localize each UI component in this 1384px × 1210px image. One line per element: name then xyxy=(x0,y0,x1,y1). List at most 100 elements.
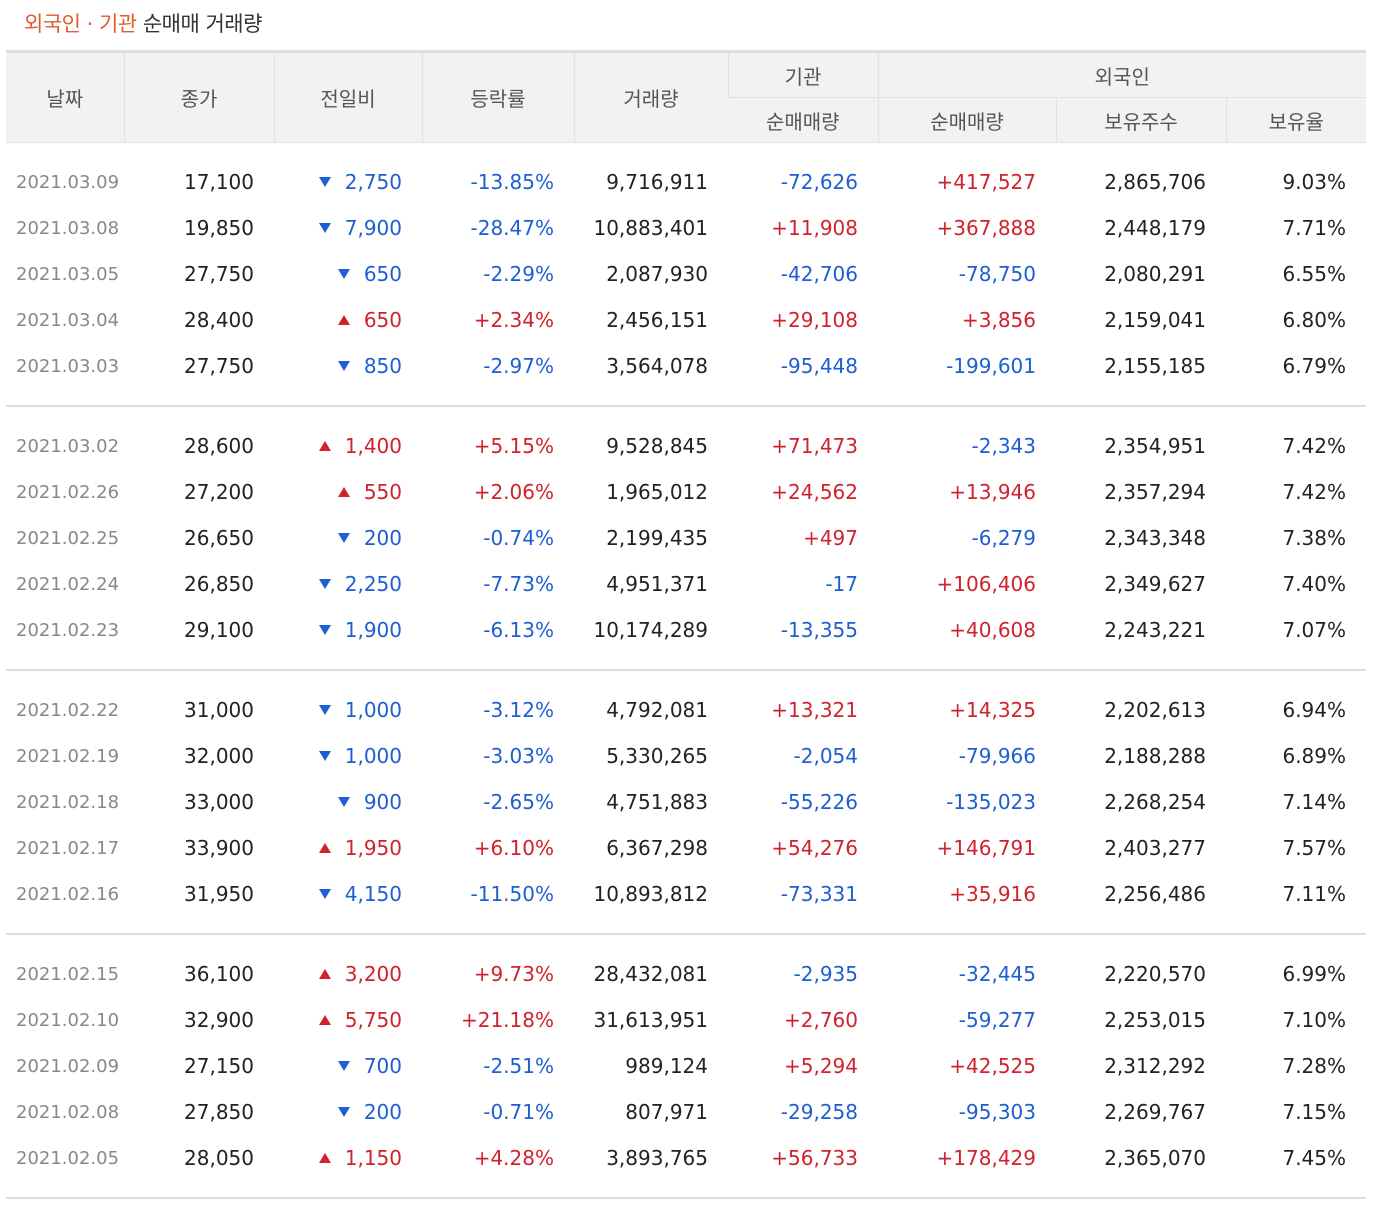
holdings-cell: 2,865,706 xyxy=(1104,170,1206,194)
rate-cell: -2.97% xyxy=(483,354,554,378)
holdings-cell: 2,343,348 xyxy=(1104,526,1206,550)
inst-net-cell: -29,258 xyxy=(780,1100,858,1124)
foreign-net-cell: +178,429 xyxy=(936,1146,1036,1170)
volume-cell: 10,893,812 xyxy=(593,882,708,906)
ratio-cell: 6.55% xyxy=(1282,262,1347,286)
row-spacer xyxy=(6,934,1366,951)
date-cell: 2021.03.03 xyxy=(16,355,120,377)
rate-cell: +4.28% xyxy=(473,1146,554,1170)
down-triangle-icon xyxy=(337,1107,350,1117)
date-cell: 2021.02.09 xyxy=(16,1055,120,1077)
rate-cell: +2.34% xyxy=(473,308,554,332)
foreign-net-cell: -32,445 xyxy=(958,962,1036,986)
ratio-cell: 7.45% xyxy=(1282,1146,1347,1170)
close-cell: 19,850 xyxy=(184,216,254,240)
ratio-cell: 7.57% xyxy=(1282,836,1347,860)
foreign-net-cell: +40,608 xyxy=(949,618,1036,642)
ratio-cell: 7.10% xyxy=(1282,1008,1347,1032)
table-row: 2021.02.22 31,000 1,000 -3.12% 4,792,081 +13,… xyxy=(6,687,1366,733)
foreign-net-cell: +42,525 xyxy=(949,1054,1036,1078)
volume-cell: 9,716,911 xyxy=(606,170,708,194)
date-cell: 2021.02.19 xyxy=(16,745,120,767)
change-value: 200 xyxy=(363,1100,402,1124)
row-spacer xyxy=(6,653,1367,671)
date-cell: 2021.02.23 xyxy=(16,619,120,641)
inst-net-cell: +24,562 xyxy=(771,480,858,504)
close-cell: 31,000 xyxy=(184,698,254,722)
ratio-cell: 6.99% xyxy=(1282,962,1347,986)
foreign-net-cell: -79,966 xyxy=(958,744,1036,768)
close-cell: 17,100 xyxy=(184,170,254,194)
date-cell: 2021.02.05 xyxy=(16,1147,120,1169)
ratio-cell: 9.03% xyxy=(1282,170,1347,194)
inst-net-cell: +71,473 xyxy=(771,434,858,458)
holdings-cell: 2,448,179 xyxy=(1104,216,1206,240)
close-cell: 32,000 xyxy=(184,744,254,768)
table-row: 2021.02.09 27,150 700 -2.51% 989,124 +5,294 +4… xyxy=(6,1043,1366,1089)
rate-cell: -2.65% xyxy=(483,790,554,814)
holdings-cell: 2,220,570 xyxy=(1104,962,1206,986)
rate-cell: -3.12% xyxy=(483,698,554,722)
down-triangle-icon xyxy=(318,625,331,635)
holdings-cell: 2,349,627 xyxy=(1104,572,1206,596)
table-header: 날짜 종가 전일비 등락률 거래량 기관 외국인 순매매량 순매매량 보유주수 … xyxy=(6,49,1367,143)
up-triangle-icon xyxy=(318,441,331,451)
holdings-cell: 2,268,254 xyxy=(1104,790,1206,814)
holdings-cell: 2,159,041 xyxy=(1104,308,1206,332)
foreign-net-cell: -2,343 xyxy=(971,434,1036,458)
change-cell: 650 xyxy=(274,297,422,343)
volume-cell: 807,971 xyxy=(625,1100,708,1124)
inst-net-cell: -73,331 xyxy=(780,882,858,906)
holdings-cell: 2,312,292 xyxy=(1104,1054,1206,1078)
foreign-net-cell: -135,023 xyxy=(946,790,1036,814)
foreign-net-cell: +367,888 xyxy=(936,216,1036,240)
change-value: 1,150 xyxy=(344,1146,402,1170)
change-cell: 1,900 xyxy=(274,607,422,653)
foreign-net-cell: +13,946 xyxy=(949,480,1036,504)
change-cell: 1,950 xyxy=(274,825,422,871)
change-value: 650 xyxy=(363,262,402,286)
change-value: 1,000 xyxy=(344,744,402,768)
date-cell: 2021.02.16 xyxy=(16,883,120,905)
title-highlight: 외국인 · 기관 xyxy=(24,12,137,36)
rate-cell: -0.74% xyxy=(483,526,554,550)
change-cell: 200 xyxy=(274,1089,422,1135)
down-triangle-icon xyxy=(318,579,331,589)
holdings-cell: 2,202,613 xyxy=(1104,698,1206,722)
change-value: 1,950 xyxy=(344,836,402,860)
rate-cell: +21.18% xyxy=(460,1008,554,1032)
header-date: 날짜 xyxy=(6,50,124,143)
title-rest: 순매매 거래량 xyxy=(142,12,263,36)
table-row: 2021.02.25 26,650 200 -0.74% 2,199,435 +497 -6… xyxy=(6,515,1366,561)
trading-table: 날짜 종가 전일비 등락률 거래량 기관 외국인 순매매량 순매매량 보유주수 … xyxy=(6,49,1367,1199)
foreign-net-cell: -6,279 xyxy=(971,526,1036,550)
change-cell: 200 xyxy=(274,515,422,561)
change-value: 900 xyxy=(363,790,402,814)
date-cell: 2021.02.22 xyxy=(16,699,120,721)
up-triangle-icon xyxy=(318,1015,331,1025)
inst-net-cell: -2,054 xyxy=(793,744,858,768)
volume-cell: 2,087,930 xyxy=(606,262,708,286)
up-triangle-icon xyxy=(337,487,350,497)
date-cell: 2021.03.02 xyxy=(16,435,120,457)
date-cell: 2021.03.08 xyxy=(16,217,120,239)
holdings-cell: 2,357,294 xyxy=(1104,480,1206,504)
close-cell: 27,850 xyxy=(184,1100,254,1124)
volume-cell: 3,893,765 xyxy=(606,1146,708,1170)
close-cell: 33,000 xyxy=(184,790,254,814)
rate-cell: -3.03% xyxy=(483,744,554,768)
inst-net-cell: -95,448 xyxy=(780,354,858,378)
down-triangle-icon xyxy=(337,1061,350,1071)
rate-cell: -13.85% xyxy=(470,170,554,194)
table-row: 2021.03.09 17,100 2,750 -13.85% 9,716,911 -72… xyxy=(6,159,1366,205)
header-inst-net: 순매매량 xyxy=(728,97,878,143)
close-cell: 28,600 xyxy=(184,434,254,458)
inst-net-cell: +56,733 xyxy=(771,1146,858,1170)
rate-cell: +9.73% xyxy=(473,962,554,986)
ratio-cell: 6.79% xyxy=(1282,354,1347,378)
ratio-cell: 6.80% xyxy=(1282,308,1347,332)
holdings-cell: 2,080,291 xyxy=(1104,262,1206,286)
ratio-cell: 6.94% xyxy=(1282,698,1347,722)
down-triangle-icon xyxy=(337,533,350,543)
holdings-cell: 2,365,070 xyxy=(1104,1146,1206,1170)
